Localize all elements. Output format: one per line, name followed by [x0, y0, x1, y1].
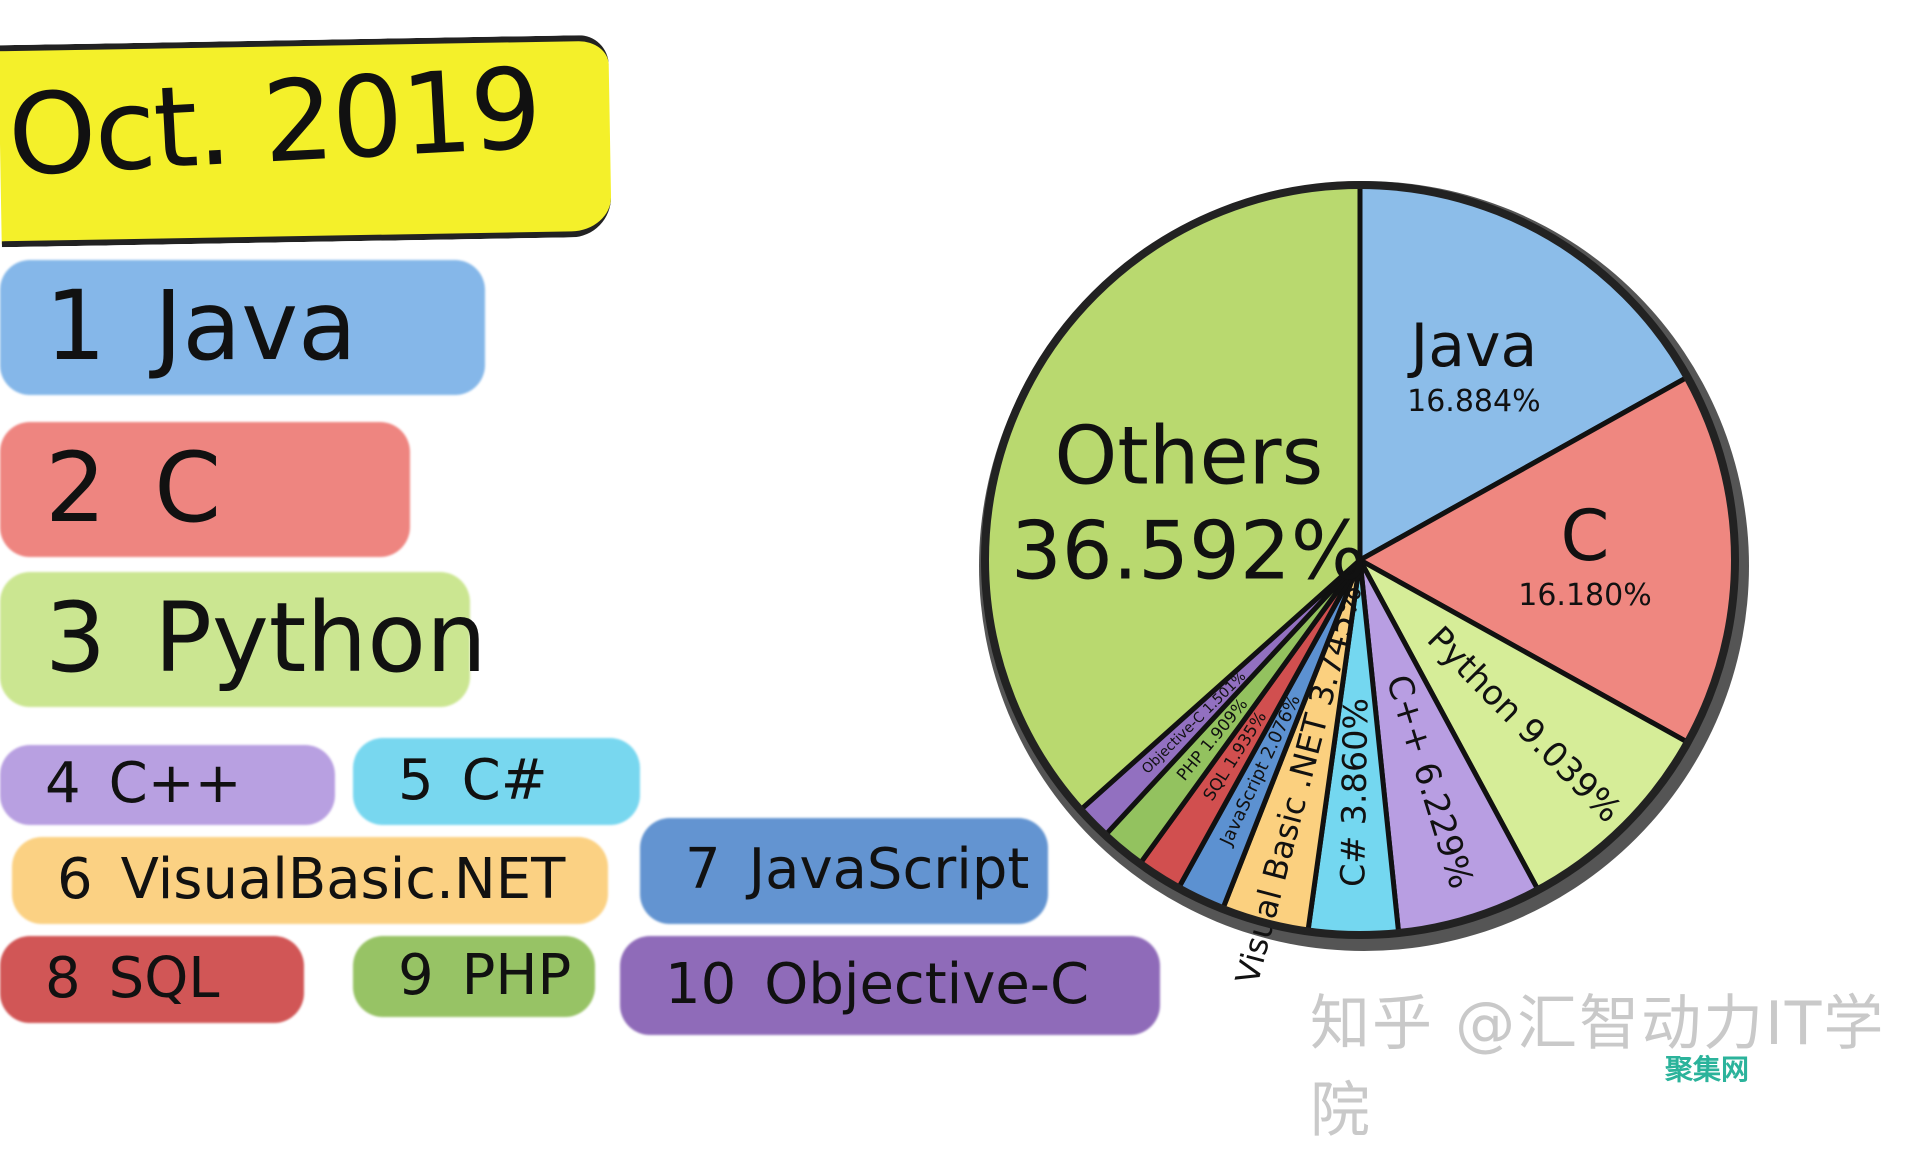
pie-label-1: C 16.180%	[1518, 495, 1651, 613]
legend-rank: 5	[398, 747, 434, 813]
legend-rank: 3	[45, 581, 107, 694]
legend-rank: 7	[685, 837, 721, 903]
watermark-site: 聚集网	[1665, 1053, 1750, 1086]
legend-item-3: 3 Python	[45, 582, 487, 694]
legend-name: VisualBasic.NET	[120, 846, 566, 912]
legend-name: C	[154, 431, 222, 544]
pie-outline	[981, 181, 1739, 939]
legend-item-10: 10 Objective-C	[665, 952, 1089, 1017]
legend-name: SQL	[108, 945, 220, 1011]
legend-name: C#	[461, 747, 548, 813]
legend-rank: 1	[45, 269, 107, 382]
legend-highlight-4	[0, 745, 335, 825]
legend-rank: 6	[57, 846, 93, 912]
legend-item-6: 6 VisualBasic.NET	[57, 847, 565, 912]
legend-highlight-2	[0, 422, 410, 557]
legend-rank: 10	[665, 951, 737, 1017]
legend-name: PHP	[461, 942, 572, 1008]
legend-highlight-9	[353, 936, 595, 1017]
legend-item-1: 1 Java	[45, 270, 357, 382]
legend-name: Objective-C	[764, 951, 1090, 1017]
legend-highlight-5	[353, 738, 640, 825]
legend-name: Python	[154, 581, 487, 694]
pie-chart: Java 16.884%C 16.180%Python 9.039%C++ 6.22…	[979, 181, 1749, 988]
legend-name: JavaScript	[748, 837, 1030, 903]
legend-name: C++	[108, 751, 242, 817]
pie-label-10: Others 36.592%	[1011, 409, 1367, 597]
legend-highlight-7	[640, 818, 1048, 924]
legend-rank: 8	[45, 945, 81, 1011]
pie-label-4: C# 3.860%	[1333, 698, 1375, 888]
legend-item-4: 4 C++	[45, 751, 242, 816]
legend-highlight-10	[620, 936, 1160, 1035]
legend-rank: 4	[45, 751, 81, 817]
legend-item-5: 5 C#	[398, 748, 548, 813]
legend-highlight-1	[0, 260, 485, 395]
legend-name: Java	[154, 269, 357, 382]
legend-item-8: 8 SQL	[45, 946, 219, 1011]
legend-highlight-3	[0, 572, 470, 707]
legend-rank: 2	[45, 431, 107, 544]
legend-item-9: 9 PHP	[398, 943, 571, 1008]
legend-item-7: 7 JavaScript	[685, 837, 1029, 902]
legend-highlight-6	[12, 837, 608, 924]
watermark-text: 知乎 @汇智动力IT学院	[1310, 989, 1886, 1146]
legend-highlight-8	[0, 936, 304, 1023]
legend-rank: 9	[398, 942, 434, 1008]
pie-label-0: Java 16.884%	[1407, 311, 1541, 419]
